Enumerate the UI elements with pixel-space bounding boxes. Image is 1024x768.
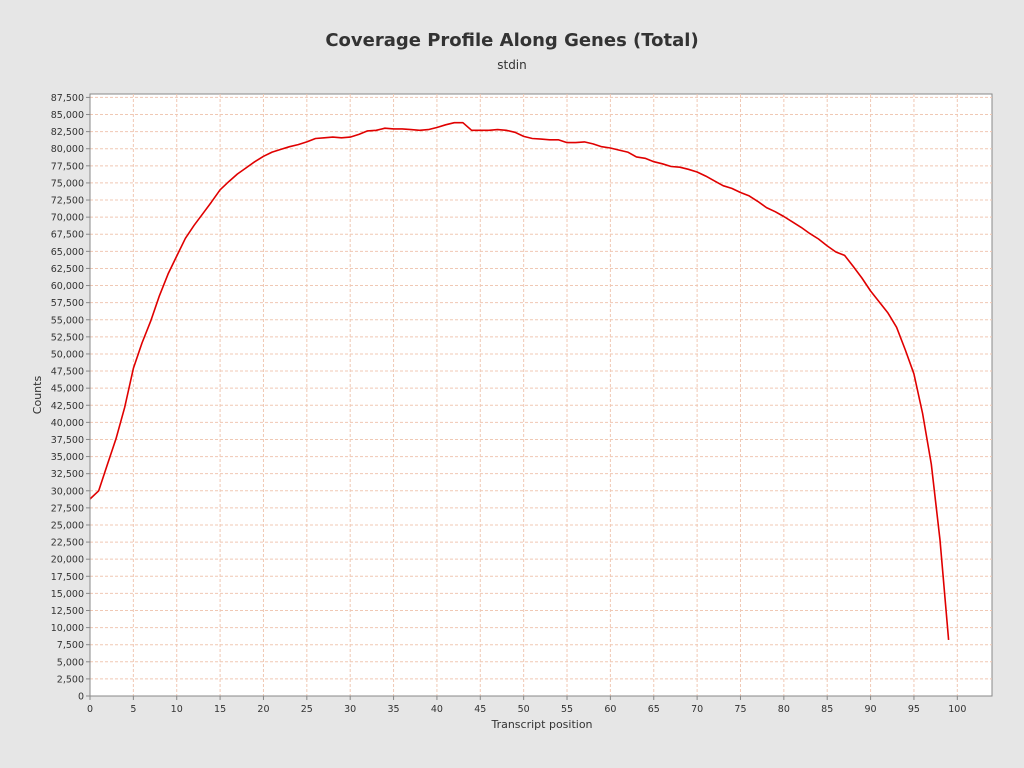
y-tick-label: 52,500 xyxy=(51,332,84,343)
y-tick-label: 22,500 xyxy=(51,538,84,549)
y-tick-label: 80,000 xyxy=(51,144,84,155)
y-tick-label: 60,000 xyxy=(51,281,84,292)
y-tick-label: 62,500 xyxy=(51,264,84,275)
plot-background xyxy=(89,93,993,697)
y-tick-label: 0 xyxy=(78,692,84,703)
y-tick-label: 27,500 xyxy=(51,503,84,514)
x-tick-label: 70 xyxy=(691,704,703,715)
y-tick-label: 70,000 xyxy=(51,213,84,224)
y-tick-label: 65,000 xyxy=(51,247,84,258)
y-tick-label: 2,500 xyxy=(57,674,84,685)
x-tick-label: 10 xyxy=(171,704,183,715)
y-tick-label: 87,500 xyxy=(51,93,84,104)
axis-layer: 0 2,500 5,000 7,500 10,000 12,500 15,000 17,500… xyxy=(51,93,992,715)
y-tick-label: 47,500 xyxy=(51,367,84,378)
x-tick-label: 50 xyxy=(518,704,530,715)
x-tick-label: 0 xyxy=(87,704,93,715)
y-tick-label: 42,500 xyxy=(51,401,84,412)
chart-title: Coverage Profile Along Genes (Total) xyxy=(325,30,699,51)
x-tick-label: 30 xyxy=(344,704,356,715)
x-tick-label: 85 xyxy=(821,704,833,715)
grid-layer xyxy=(89,93,993,697)
y-tick-label: 67,500 xyxy=(51,230,84,241)
y-tick-label: 85,000 xyxy=(51,110,84,121)
series-layer xyxy=(89,121,950,640)
x-tick-label: 5 xyxy=(130,704,136,715)
y-axis-label: Counts xyxy=(31,376,44,415)
y-tick-label: 12,500 xyxy=(51,606,84,617)
y-tick-label: 7,500 xyxy=(57,640,84,651)
y-tick-label: 50,000 xyxy=(51,349,84,360)
series-line xyxy=(89,121,950,640)
y-tick-label: 25,000 xyxy=(51,520,84,531)
x-axis-label: Transcript position xyxy=(490,718,592,731)
x-tick-label: 15 xyxy=(214,704,226,715)
y-tick-label: 5,000 xyxy=(57,657,84,668)
y-tick-label: 10,000 xyxy=(51,623,84,634)
y-tick-label: 82,500 xyxy=(51,127,84,138)
x-tick-label: 100 xyxy=(948,704,966,715)
x-tick-label: 90 xyxy=(865,704,877,715)
chart-subtitle: stdin xyxy=(497,58,527,72)
x-tick-label: 55 xyxy=(561,704,573,715)
y-tick-label: 55,000 xyxy=(51,315,84,326)
y-tick-label: 57,500 xyxy=(51,298,84,309)
y-tick-label: 35,000 xyxy=(51,452,84,463)
x-tick-label: 35 xyxy=(388,704,400,715)
x-tick-label: 95 xyxy=(908,704,920,715)
y-tick-label: 37,500 xyxy=(51,435,84,446)
x-tick-label: 20 xyxy=(257,704,269,715)
x-tick-label: 60 xyxy=(604,704,616,715)
x-tick-label: 40 xyxy=(431,704,443,715)
y-tick-label: 20,000 xyxy=(51,555,84,566)
x-tick-label: 65 xyxy=(648,704,660,715)
y-tick-label: 17,500 xyxy=(51,572,84,583)
x-tick-label: 75 xyxy=(734,704,746,715)
y-tick-label: 45,000 xyxy=(51,384,84,395)
y-tick-label: 40,000 xyxy=(51,418,84,429)
y-tick-label: 15,000 xyxy=(51,589,84,600)
x-tick-label: 45 xyxy=(474,704,486,715)
y-tick-label: 75,000 xyxy=(51,178,84,189)
y-tick-label: 72,500 xyxy=(51,196,84,207)
x-tick-label: 25 xyxy=(301,704,313,715)
y-tick-label: 32,500 xyxy=(51,469,84,480)
x-tick-label: 80 xyxy=(778,704,790,715)
y-tick-label: 30,000 xyxy=(51,486,84,497)
y-tick-label: 77,500 xyxy=(51,161,84,172)
